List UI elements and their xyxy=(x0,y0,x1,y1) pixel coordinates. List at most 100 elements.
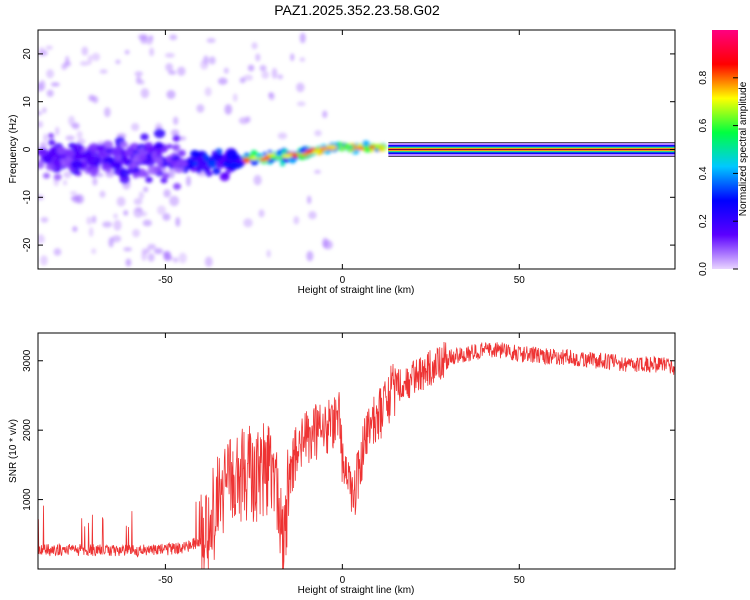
spectrogram-signal-blob xyxy=(124,149,134,157)
spectrogram-signal-blob xyxy=(56,146,67,155)
spectrogram-hotspot-blob xyxy=(251,156,258,161)
spectrogram-noise-blob xyxy=(271,67,278,79)
spectrogram-noise-blob xyxy=(138,34,149,40)
spectrogram-signal-blob xyxy=(230,161,239,169)
spectrogram-noise-blob xyxy=(96,172,104,177)
spectrogram-signal-blob xyxy=(105,147,112,154)
spectrogram-signal-blob xyxy=(252,151,258,156)
spectrogram-x-label: Height of straight line (km) xyxy=(298,285,415,296)
colorbar: 0.0 0.2 0.4 0.6 0.8 Normalized spectral ampl… xyxy=(698,30,749,276)
spectrogram-noise-blob xyxy=(38,120,44,129)
spectrogram-noise-blob xyxy=(258,209,265,218)
y-tick-label: 0 xyxy=(22,146,33,152)
spectrogram-signal-blob xyxy=(74,150,82,156)
spectrogram-noise-blob xyxy=(175,216,181,227)
spectrogram-signal-blob xyxy=(132,173,139,179)
spectrogram-noise-blob xyxy=(69,191,78,196)
spectrogram-noise-blob xyxy=(87,54,93,65)
spectrogram-noise-blob xyxy=(38,82,43,92)
spectrogram-signal-blob xyxy=(224,169,231,175)
spectrogram-noise-blob xyxy=(255,53,261,62)
spectrogram-signal-blob xyxy=(162,161,169,167)
spectrogram-noise-blob xyxy=(208,56,216,65)
y-tick-label: 2000 xyxy=(22,419,33,442)
spectrogram-signal-blob xyxy=(42,172,51,179)
spectrogram-panel: -50 0 50 -20 -10 0 10 20 Height of straight li… xyxy=(8,29,676,296)
spectrogram-noise-blob xyxy=(53,248,62,256)
spectrogram-noise-blob xyxy=(55,126,60,136)
spectrogram-hotspot-blob xyxy=(269,155,277,160)
spectrogram-noise-blob xyxy=(185,175,191,187)
spectrogram-noise-blob xyxy=(38,46,45,57)
y-tick-label: 10 xyxy=(22,96,33,108)
spectrogram-signal-blob xyxy=(362,140,370,148)
colorbar-tick-label: 0.0 xyxy=(698,262,709,276)
snr-x-label: Height of straight line (km) xyxy=(298,585,415,596)
spectrogram-noise-blob xyxy=(123,247,132,252)
spectrogram-signal-blob xyxy=(226,149,238,159)
spectrogram-signal-blob xyxy=(112,162,122,171)
spectrogram-signal-blob xyxy=(262,151,268,156)
spectrogram-noise-blob xyxy=(113,213,118,219)
spectrogram-noise-blob xyxy=(102,221,113,228)
spectrogram-hotspot-blob xyxy=(368,145,376,149)
snr-y-label: SNR (10 * v/v) xyxy=(8,419,19,483)
spectrogram-noise-blob xyxy=(247,64,255,72)
spectrogram-noise-blob xyxy=(290,53,295,62)
spectrogram-signal-blob xyxy=(144,141,153,150)
spectrogram-hotspot-blob xyxy=(312,149,322,154)
spectrogram-noise-blob xyxy=(238,117,249,125)
spectrogram-noise-blob xyxy=(232,93,238,102)
spectrogram-noise-blob xyxy=(140,88,150,99)
spectrogram-noise-blob xyxy=(143,186,149,193)
spectrogram-noise-blob xyxy=(145,247,151,254)
spectrogram-noise-blob xyxy=(113,219,122,231)
spectrogram-signal-blob xyxy=(154,128,166,139)
spectrogram-noise-blob xyxy=(177,66,186,76)
spectrogram-noise-blob xyxy=(81,46,89,56)
spectrogram-noise-blob xyxy=(63,171,72,179)
spectrogram-signal-blob xyxy=(38,148,49,157)
spectrogram-signal-blob xyxy=(202,166,210,173)
spectrogram-signal-blob xyxy=(172,135,181,142)
spectrogram-noise-blob xyxy=(45,45,53,50)
spectrogram-noise-blob xyxy=(223,67,229,74)
spectrogram-noise-blob xyxy=(141,251,148,262)
spectrogram-noise-blob xyxy=(91,248,97,255)
colorbar-tick-label: 0.4 xyxy=(698,166,709,180)
y-tick-label: -10 xyxy=(22,190,33,205)
snr-series-line xyxy=(38,341,675,569)
spectrogram-signal-blob xyxy=(72,142,83,152)
spectrogram-noise-blob xyxy=(145,37,153,45)
spectrogram-noise-blob xyxy=(76,130,83,140)
spectrogram-noise-blob xyxy=(169,34,178,41)
spectrogram-hotspot-blob xyxy=(241,157,251,162)
spectrogram-noise-blob xyxy=(156,205,166,216)
spectrogram-noise-blob xyxy=(42,107,47,114)
spectrogram-noise-blob xyxy=(239,77,246,84)
spectrogram-noise-blob xyxy=(268,92,275,101)
spectrogram-noise-blob xyxy=(164,254,173,261)
spectrogram-noise-blob xyxy=(88,227,94,237)
spectrogram-noise-blob xyxy=(91,215,97,224)
spectrogram-hotspot-blob xyxy=(300,152,309,157)
spectrogram-noise-blob xyxy=(308,211,317,220)
spectrogram-noise-blob xyxy=(204,86,212,97)
spectrogram-noise-blob xyxy=(72,226,78,233)
spectrogram-noise-blob xyxy=(64,61,72,67)
spectrogram-noise-blob xyxy=(314,169,321,174)
y-tick-label: 1000 xyxy=(22,488,33,511)
spectrogram-noise-blob xyxy=(204,256,213,268)
spectrogram-signal-blob xyxy=(48,133,54,138)
spectrogram-signal-blob xyxy=(138,147,146,154)
spectrogram-signal-blob xyxy=(85,153,95,162)
spectrogram-noise-blob xyxy=(277,74,284,80)
spectrogram-signal-blob xyxy=(111,147,122,157)
spectrogram-blobs xyxy=(38,32,388,268)
spectrogram-noise-blob xyxy=(92,177,98,186)
spectrogram-noise-blob xyxy=(79,61,90,66)
spectrogram-signal-blob xyxy=(191,150,198,156)
y-tick-label: -20 xyxy=(22,237,33,252)
spectrogram-noise-blob xyxy=(261,70,270,80)
spectrogram-signal-blob xyxy=(145,159,155,167)
